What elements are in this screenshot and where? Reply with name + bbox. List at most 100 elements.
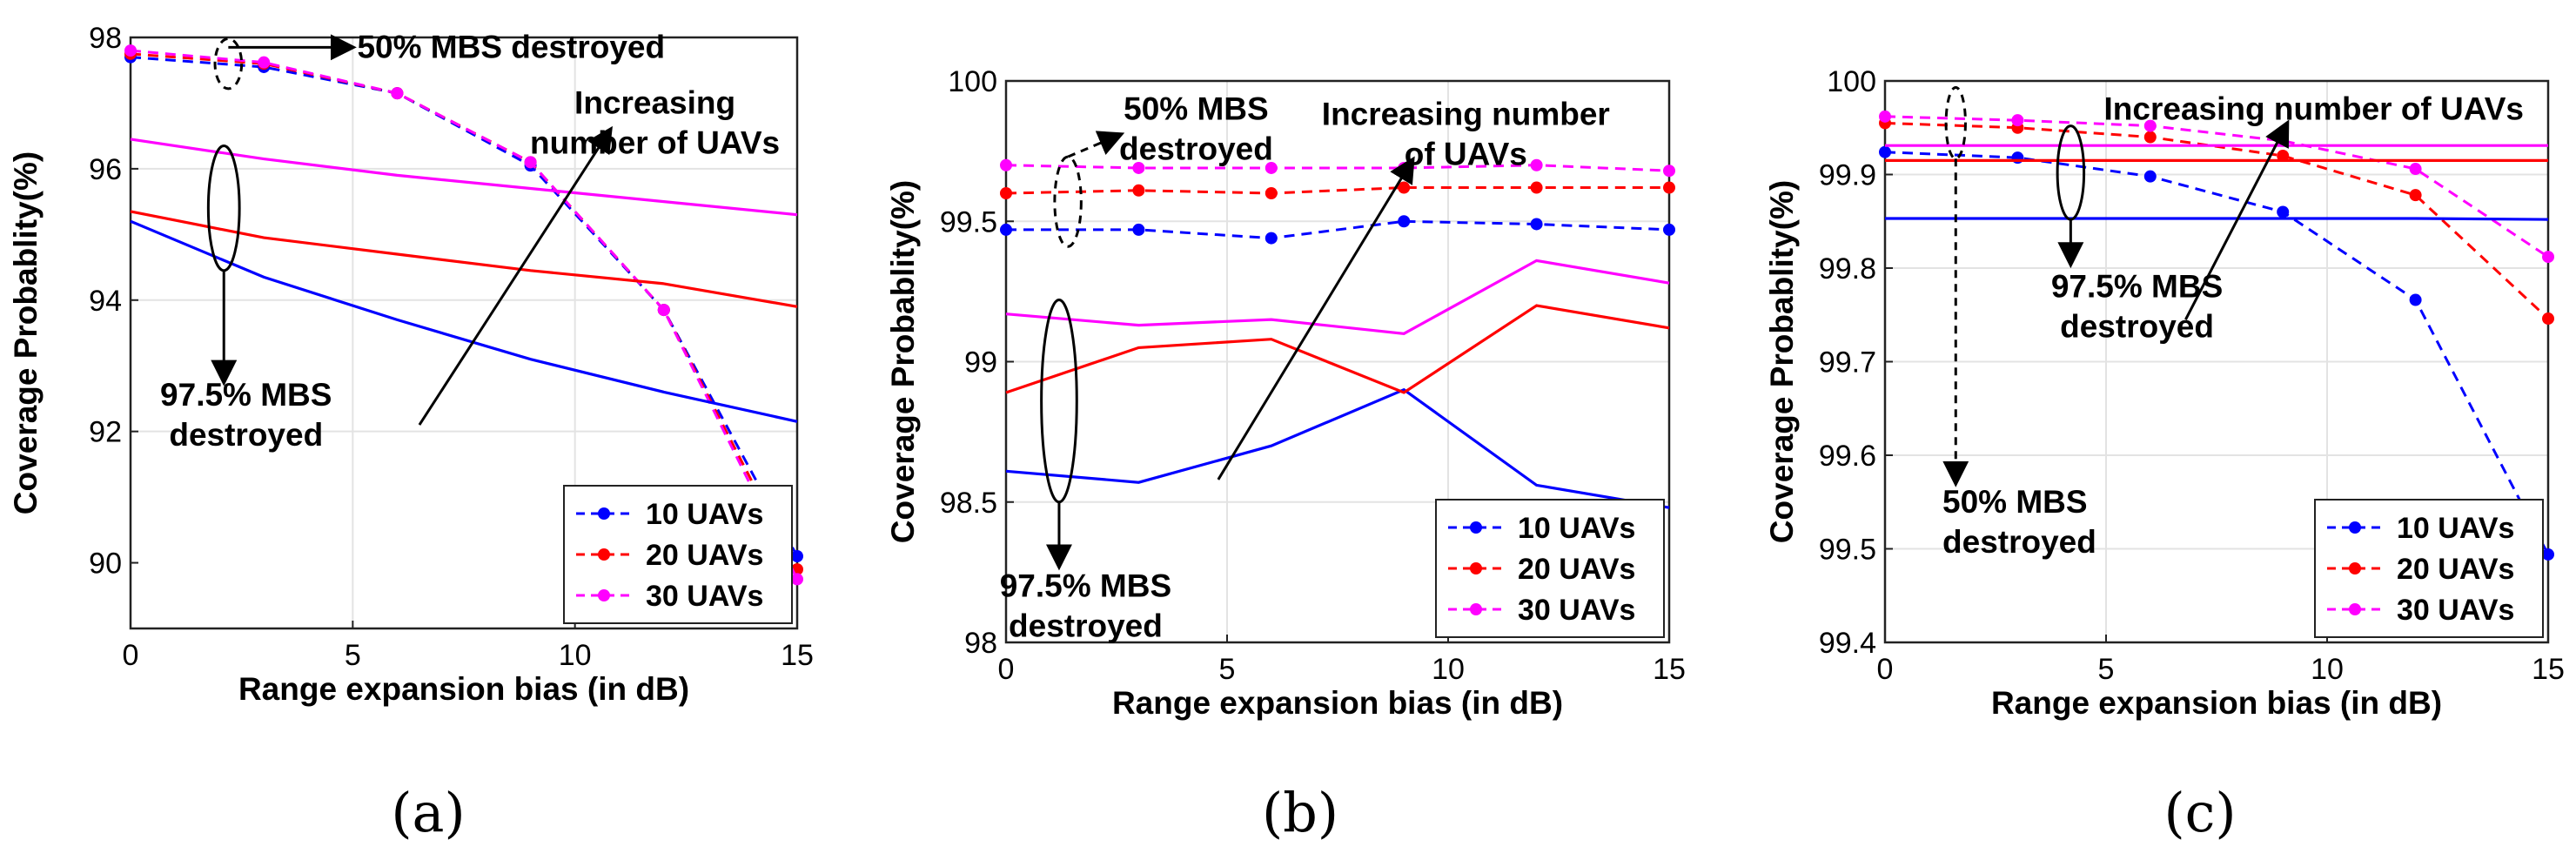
data-point-20-uavs-50pct [1265,187,1278,199]
y-tick-label: 92 [89,416,122,449]
legend-label: 20 UAVs [2397,553,2514,586]
x-tick-label: 10 [559,639,592,672]
annotation-ellipse [2056,124,2086,221]
subfigure-label: (b) [1262,781,1338,844]
series-line-20-uavs-97pct [1005,304,1670,394]
annotation-text: Increasing number [1322,97,1610,132]
x-tick-label: 5 [1219,653,1236,686]
series-line-10-uavs-97pct [1885,217,2549,221]
data-point-10-uavs-50pct [2011,151,2024,165]
annotation-text: 97.5% MBS [1000,568,1171,604]
data-point-30-uavs-50pct [124,44,137,57]
legend: 10 UAVs 20 UAVs 30 UAVs [2314,499,2544,638]
data-point-10-uavs-50pct [2277,205,2290,218]
data-point-30-uavs-50pct [1663,165,1675,178]
x-tick-label: 15 [781,639,814,672]
x-axis-label: Range expansion bias (in dB) [1991,685,2442,721]
annotation-ellipse [1944,86,1967,160]
x-tick-label: 0 [1877,653,1894,686]
series-line-30-uavs-97pct [130,138,798,217]
data-point-20-uavs-50pct [1663,181,1675,194]
y-tick-label: 94 [89,285,122,318]
data-point-20-uavs-50pct [2542,312,2554,326]
legend-label: 20 UAVs [646,539,763,572]
annotation-text: 50% MBS [1124,91,1269,126]
x-axis-label: Range expansion bias (in dB) [1112,685,1563,721]
annotation-arrow [2184,119,2290,320]
y-tick-label: 99.7 [1819,346,1876,380]
data-point-10-uavs-50pct [1265,232,1278,245]
data-point-10-uavs-50pct [1530,218,1543,231]
subfigure-label: (a) [391,781,465,844]
subfigure-label: (c) [2163,781,2236,844]
data-point-30-uavs-50pct [2409,163,2422,176]
annotation-text: 50% MBS destroyed [357,29,665,64]
legend-marker [1470,521,1482,534]
series-line-20-uavs-50pct [1005,186,1669,195]
data-point-30-uavs-50pct [791,573,803,586]
y-tick-label: 98 [89,22,122,55]
data-point-30-uavs-50pct [657,304,670,317]
annotation-arrow [418,125,613,426]
data-point-30-uavs-50pct [1132,161,1145,174]
data-point-30-uavs-50pct [258,56,271,69]
annotation-text: Increasing [574,84,735,120]
data-point-10-uavs-50pct [1398,215,1411,228]
legend-label: 30 UAVs [646,580,763,613]
y-tick-label: 99 [964,346,997,380]
data-point-10-uavs-50pct [791,550,803,563]
legend-marker [598,548,610,561]
series-line-10-uavs-50pct [1884,151,2550,555]
y-tick-label: 100 [948,65,997,98]
data-point-30-uavs-50pct [2011,114,2024,127]
data-point-10-uavs-50pct [1132,223,1145,236]
series-line-10-uavs-97pct [130,219,798,423]
legend-marker [1470,603,1482,615]
x-tick-label: 5 [345,639,361,672]
legend: 10 UAVs 20 UAVs 30 UAVs [563,485,793,624]
x-tick-label: 0 [998,653,1015,686]
series-line-30-uavs-50pct [130,49,799,581]
series-line-30-uavs-50pct [1005,164,1670,172]
data-point-30-uavs-50pct [391,87,404,100]
series-line-20-uavs-97pct [130,210,798,308]
legend-label: 20 UAVs [1518,553,1635,586]
annotation-text: destroyed [1942,524,2096,560]
y-axis-label: Coverage Probablity(%) [8,151,44,514]
panel-1: 0 5 10 15 90 92 94 96 98 50% MBS destroyed 97.5% M… [8,22,814,844]
legend-marker [598,507,610,520]
y-tick-label: 96 [89,153,122,186]
y-tick-label: 99.5 [1819,534,1876,567]
y-tick-label: 99.4 [1819,627,1876,660]
x-tick-label: 0 [123,639,139,672]
x-tick-label: 5 [2098,653,2115,686]
annotation-text: 97.5% MBS [2051,269,2223,305]
annotation-text: 97.5% MBS [160,377,332,413]
data-point-10-uavs-50pct [1663,223,1675,236]
annotation-text: destroyed [1119,131,1273,166]
annotation-ellipse [1053,155,1083,248]
data-point-10-uavs-50pct [1879,145,1891,158]
data-point-20-uavs-50pct [1000,187,1012,199]
data-point-10-uavs-50pct [1000,223,1012,236]
legend-marker [1470,562,1482,574]
x-tick-label: 10 [2311,653,2344,686]
x-axis-label: Range expansion bias (in dB) [238,671,689,707]
x-tick-label: 15 [2532,653,2565,686]
legend: 10 UAVs 20 UAVs 30 UAVs [1435,499,1665,638]
y-axis-label: Coverage Probablity(%) [885,180,921,543]
annotation-text: destroyed [2060,309,2214,345]
data-point-20-uavs-50pct [1132,184,1145,197]
series-line-10-uavs-97pct [1005,387,1670,509]
data-point-20-uavs-50pct [2143,131,2157,144]
x-tick-label: 15 [1653,653,1686,686]
legend-marker [2349,603,2361,615]
panel-2: 0 5 10 15 98 98.5 99 99.5 100 50% MBS destroyed 97.… [885,65,1686,844]
annotation-ellipse [1040,299,1078,504]
annotation-text: of UAVs [1405,137,1527,172]
axes-box [1004,79,1671,644]
y-tick-label: 98 [964,627,997,660]
y-tick-label: 90 [89,548,122,581]
annotation-text: destroyed [1009,608,1163,644]
